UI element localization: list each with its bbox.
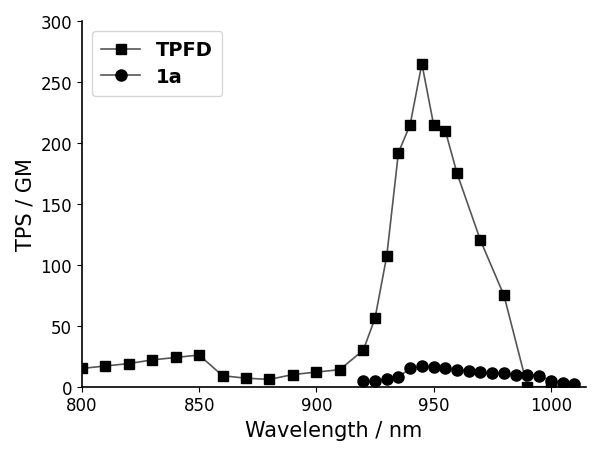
1a [383,377,390,382]
TPFD [148,357,156,363]
TPFD [125,361,132,366]
TPFD [266,377,273,382]
TPFD [289,372,296,378]
TPFD [406,122,413,128]
1a [453,367,460,373]
TPFD [430,122,437,128]
X-axis label: Wavelength / nm: Wavelength / nm [245,420,423,440]
1a [524,372,531,378]
TPFD [242,376,249,381]
TPFD [78,366,85,371]
1a [489,371,496,376]
TPFD [477,238,484,243]
TPFD [219,373,226,379]
Line: TPFD: TPFD [77,60,579,392]
TPFD [548,384,555,389]
TPFD [313,369,320,375]
1a [512,372,519,378]
1a [442,366,449,371]
TPFD [336,367,343,373]
TPFD [359,348,367,353]
TPFD [442,129,449,134]
1a [477,369,484,375]
1a [548,378,555,384]
TPFD [453,171,460,177]
TPFD [571,384,578,389]
TPFD [371,316,379,322]
1a [559,380,566,386]
Line: 1a: 1a [358,361,580,390]
1a [395,374,402,380]
TPFD [524,384,531,389]
1a [430,364,437,370]
TPFD [102,364,109,369]
TPFD [172,355,179,360]
Y-axis label: TPS / GM: TPS / GM [15,158,35,251]
TPFD [195,353,203,358]
1a [500,371,507,376]
1a [359,378,367,384]
1a [406,366,413,371]
TPFD [500,293,507,298]
1a [535,373,543,379]
1a [371,378,379,384]
1a [465,369,472,374]
1a [571,382,578,387]
TPFD [395,151,402,156]
1a [418,364,426,369]
TPFD [418,62,426,67]
TPFD [383,254,390,259]
Legend: TPFD, 1a: TPFD, 1a [91,32,222,97]
